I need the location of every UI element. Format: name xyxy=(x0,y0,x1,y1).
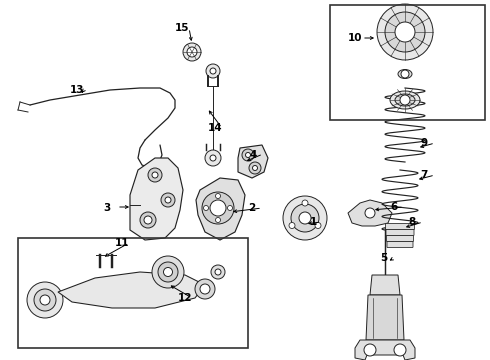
Circle shape xyxy=(249,162,261,174)
FancyBboxPatch shape xyxy=(386,224,415,230)
Text: 8: 8 xyxy=(408,217,415,227)
Circle shape xyxy=(27,282,63,318)
Circle shape xyxy=(210,68,216,74)
Circle shape xyxy=(283,196,327,240)
Text: 15: 15 xyxy=(175,23,190,33)
Text: 12: 12 xyxy=(178,293,193,303)
Bar xyxy=(18,238,248,348)
Circle shape xyxy=(395,22,415,42)
Circle shape xyxy=(187,47,197,57)
Text: 1: 1 xyxy=(310,217,317,227)
Circle shape xyxy=(202,192,234,224)
Circle shape xyxy=(34,289,56,311)
Circle shape xyxy=(40,295,50,305)
Circle shape xyxy=(203,206,209,211)
Circle shape xyxy=(291,204,319,232)
Circle shape xyxy=(183,43,201,61)
Circle shape xyxy=(216,217,220,222)
Circle shape xyxy=(200,284,210,294)
Circle shape xyxy=(227,206,232,211)
Text: 2: 2 xyxy=(248,203,255,213)
Circle shape xyxy=(400,95,410,105)
Circle shape xyxy=(289,222,295,229)
Circle shape xyxy=(242,149,254,161)
Circle shape xyxy=(302,200,308,206)
Polygon shape xyxy=(58,272,205,308)
Circle shape xyxy=(385,12,425,52)
Ellipse shape xyxy=(395,94,415,106)
Polygon shape xyxy=(366,295,404,340)
Circle shape xyxy=(245,153,250,158)
Circle shape xyxy=(299,212,311,224)
Polygon shape xyxy=(370,275,400,295)
Polygon shape xyxy=(355,340,415,360)
Circle shape xyxy=(364,344,376,356)
Circle shape xyxy=(394,344,406,356)
Circle shape xyxy=(144,216,152,224)
Circle shape xyxy=(152,256,184,288)
Circle shape xyxy=(401,70,409,78)
Text: 6: 6 xyxy=(390,202,397,212)
Text: 3: 3 xyxy=(103,203,110,213)
Ellipse shape xyxy=(398,69,412,78)
Polygon shape xyxy=(196,178,245,240)
Circle shape xyxy=(216,194,220,198)
Text: 9: 9 xyxy=(420,138,427,148)
Circle shape xyxy=(152,172,158,178)
Circle shape xyxy=(165,197,171,203)
Circle shape xyxy=(210,155,216,161)
FancyBboxPatch shape xyxy=(386,230,414,235)
Circle shape xyxy=(164,267,172,276)
Circle shape xyxy=(252,166,258,171)
FancyBboxPatch shape xyxy=(387,242,413,248)
Circle shape xyxy=(315,222,321,229)
Circle shape xyxy=(215,269,221,275)
Circle shape xyxy=(211,265,225,279)
Circle shape xyxy=(140,212,156,228)
Circle shape xyxy=(377,4,433,60)
Ellipse shape xyxy=(390,91,420,109)
Text: 5: 5 xyxy=(380,253,387,263)
Text: 13: 13 xyxy=(70,85,84,95)
Text: 10: 10 xyxy=(348,33,363,43)
Circle shape xyxy=(205,150,221,166)
Circle shape xyxy=(206,64,220,78)
Circle shape xyxy=(148,168,162,182)
Text: 14: 14 xyxy=(208,123,222,133)
Polygon shape xyxy=(238,145,268,178)
Text: 7: 7 xyxy=(420,170,427,180)
Circle shape xyxy=(161,193,175,207)
Polygon shape xyxy=(348,200,392,226)
Circle shape xyxy=(365,208,375,218)
Circle shape xyxy=(195,279,215,299)
Polygon shape xyxy=(130,158,183,240)
Text: 4: 4 xyxy=(249,150,256,160)
Circle shape xyxy=(158,262,178,282)
Circle shape xyxy=(210,200,226,216)
Text: 11: 11 xyxy=(115,238,129,248)
FancyBboxPatch shape xyxy=(387,235,414,242)
Bar xyxy=(330,5,485,120)
